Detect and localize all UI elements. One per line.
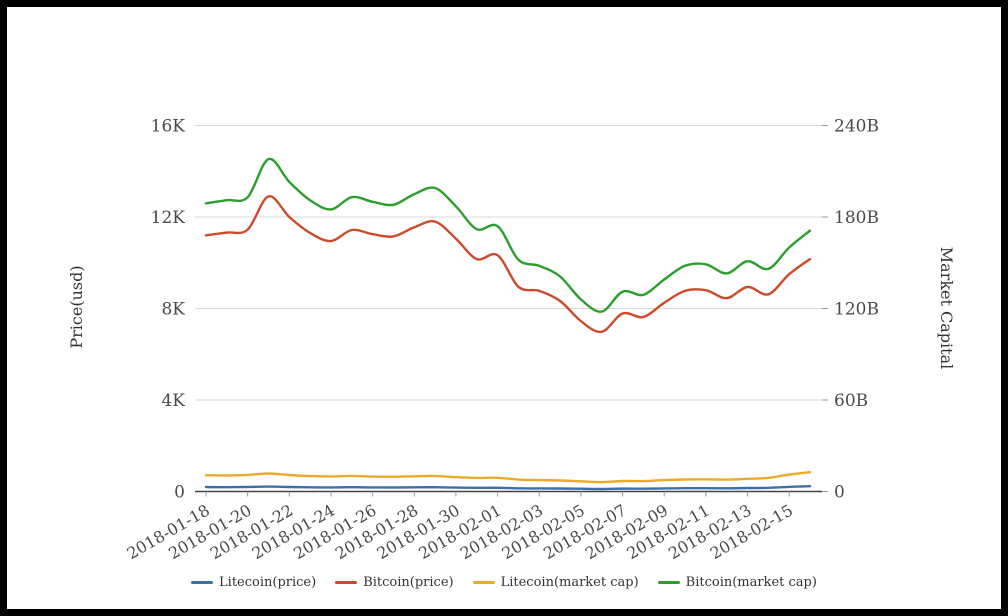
left-axis-tick-label: 4K	[161, 391, 185, 411]
legend-label: Bitcoin(price)	[363, 575, 454, 590]
legend-swatch	[191, 581, 214, 584]
legend-item-litecoin-price[interactable]: Litecoin(price)	[191, 575, 316, 590]
left-axis-title: Price(usd)	[67, 265, 86, 348]
series-line-bitcoin-market-cap	[204, 157, 812, 313]
legend-item-litecoin-market-cap[interactable]: Litecoin(market cap)	[472, 575, 639, 590]
legend: Litecoin(price) Bitcoin(price) Litecoin(ma…	[0, 575, 1008, 590]
legend-label: Litecoin(market cap)	[500, 575, 639, 590]
right-axis-tick-label: 180B	[834, 208, 879, 228]
right-axis-tick-label: 0	[834, 482, 845, 502]
legend-item-bitcoin-price[interactable]: Bitcoin(price)	[335, 575, 454, 590]
gridlines	[195, 125, 822, 401]
series-line-bitcoin-price	[204, 195, 812, 334]
legend-label: Bitcoin(market cap)	[685, 575, 817, 590]
right-axis-tick-label: 240B	[834, 116, 879, 136]
legend-swatch	[657, 581, 680, 584]
legend-label: Litecoin(price)	[219, 575, 317, 590]
right-axis-tick-label: 120B	[834, 299, 879, 319]
series-line-litecoin-price	[204, 485, 812, 491]
left-axis-tick-label: 12K	[151, 208, 186, 228]
left-axis-tick-label: 0	[174, 482, 185, 502]
left-axis-tick-label: 8K	[161, 299, 185, 319]
legend-item-bitcoin-market-cap[interactable]: Bitcoin(market cap)	[657, 575, 817, 590]
right-axis-title: Market Capital	[937, 247, 956, 369]
series-lines	[204, 157, 812, 491]
legend-swatch	[335, 581, 358, 584]
series-line-litecoin-market-cap	[204, 470, 812, 484]
legend-swatch	[472, 581, 495, 584]
left-axis-tick-label: 16K	[151, 116, 186, 136]
axes: 04K8K12K16K060B120B180B240B2018-01-18201…	[124, 116, 879, 563]
right-axis-tick-label: 60B	[834, 391, 868, 411]
